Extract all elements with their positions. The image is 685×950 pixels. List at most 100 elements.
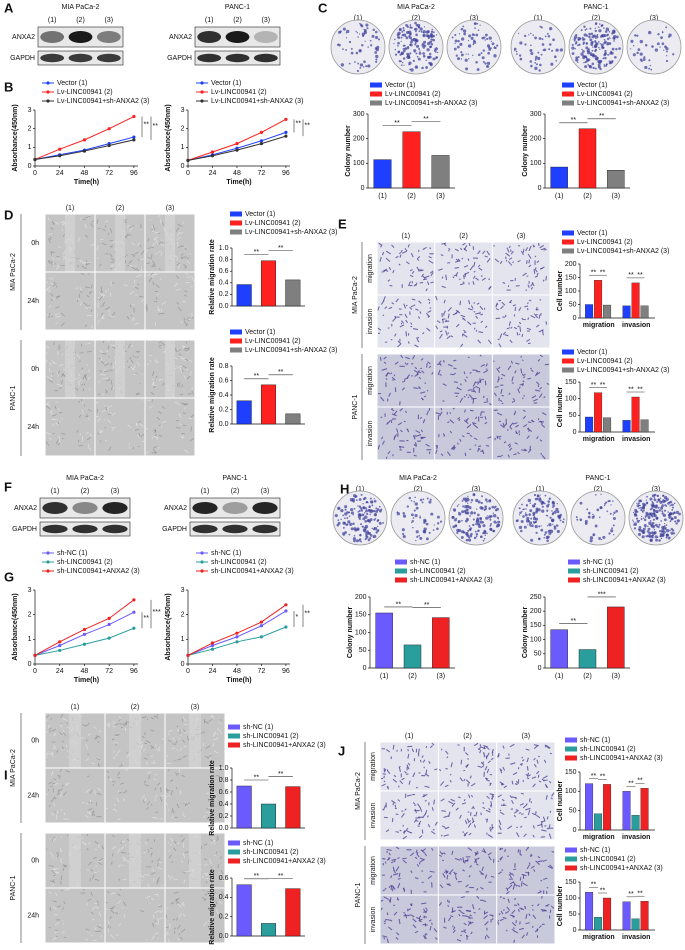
colony (595, 35, 598, 38)
texture (94, 872, 96, 873)
lane-label: (1) (51, 488, 60, 495)
texture (526, 289, 527, 290)
colony (547, 500, 550, 503)
colony (340, 509, 343, 512)
colony (484, 538, 486, 540)
colony (592, 50, 594, 52)
colony (636, 517, 638, 519)
colony (414, 52, 415, 53)
colony (595, 68, 597, 70)
colony (351, 48, 353, 50)
texture (154, 760, 155, 762)
colony (409, 68, 411, 70)
texture (427, 363, 428, 367)
colony (609, 38, 610, 39)
colony (521, 504, 523, 506)
y-tick-label: 0 (363, 665, 367, 672)
colony (646, 499, 647, 500)
data-point (260, 139, 263, 142)
texture (75, 288, 78, 289)
texture (393, 905, 395, 906)
colony (585, 522, 588, 525)
texture (523, 780, 524, 782)
colony (532, 34, 534, 36)
lane-label: (1) (402, 233, 411, 240)
y-axis-label: Absorbance(450nm) (165, 593, 172, 660)
y-tick-label: 0 (28, 661, 32, 668)
bar (551, 167, 568, 188)
legend-label: Vector (1) (385, 82, 415, 89)
colony (647, 525, 649, 527)
colony (609, 52, 612, 55)
texture (95, 849, 97, 850)
bar (585, 784, 593, 830)
texture (102, 353, 106, 354)
legend-swatch (370, 101, 382, 106)
colony (349, 63, 351, 65)
colony (607, 500, 609, 502)
x-tick-label: (3) (436, 193, 445, 200)
texture (468, 397, 469, 398)
lane-label: (2) (463, 733, 472, 740)
colony (411, 522, 412, 523)
colony (658, 524, 660, 526)
colony (427, 498, 429, 500)
colony (349, 523, 352, 526)
panel-letter: I (4, 767, 8, 782)
legend-label: Lv-LINC00941+sh-ANXA2 (3) (211, 98, 303, 105)
texture (522, 383, 523, 386)
colony (521, 520, 524, 523)
y-tick-label: 100 (565, 788, 577, 795)
colony (552, 501, 555, 504)
micrograph (493, 296, 550, 348)
texture (53, 837, 55, 838)
texture (426, 770, 427, 775)
texture (155, 253, 157, 254)
texture (522, 757, 523, 758)
colony (488, 515, 491, 518)
colony (403, 535, 406, 538)
significance-label: ** (144, 615, 150, 622)
legend-swatch (562, 231, 574, 236)
colony (552, 524, 553, 525)
legend-label: sh-LINC00941+ANXA2 (3) (583, 577, 666, 584)
colony (589, 28, 591, 30)
legend-marker (200, 560, 203, 563)
legend-label: sh-LINC00941+ANXA2 (3) (410, 577, 493, 584)
colony (613, 35, 616, 38)
colony (475, 61, 478, 64)
colony (678, 513, 681, 516)
y-tick-label: 0.4 (219, 280, 229, 287)
colony (524, 526, 527, 529)
colony (661, 512, 663, 514)
colony (588, 36, 591, 39)
blot-band (192, 525, 217, 533)
x-tick-label: (1) (555, 673, 564, 680)
colony (640, 509, 642, 511)
colony (663, 495, 665, 497)
colony (487, 62, 490, 65)
colony (353, 540, 356, 543)
colony (584, 65, 587, 68)
data-point (235, 640, 238, 643)
texture (213, 743, 214, 747)
legend-label: sh-LINC00941+ANXA2 (3) (580, 865, 663, 872)
colony (547, 530, 549, 532)
x-tick-label: 96 (130, 170, 138, 177)
legend-swatch (230, 348, 242, 353)
colony (402, 528, 405, 531)
colony (455, 40, 458, 43)
colony (592, 63, 595, 66)
colony (418, 535, 420, 537)
colony (440, 521, 442, 523)
colony (413, 517, 415, 519)
significance-label: ** (305, 611, 311, 618)
texture (404, 832, 405, 834)
data-point (260, 620, 263, 623)
bar (632, 397, 640, 432)
colony (373, 527, 375, 529)
legend-label: Lv-LINC00941 (2) (577, 358, 633, 365)
colony (477, 23, 479, 25)
x-axis-label: Time(h) (74, 179, 99, 186)
legend-label: sh-LINC00941+ANXA2 (3) (243, 742, 326, 749)
